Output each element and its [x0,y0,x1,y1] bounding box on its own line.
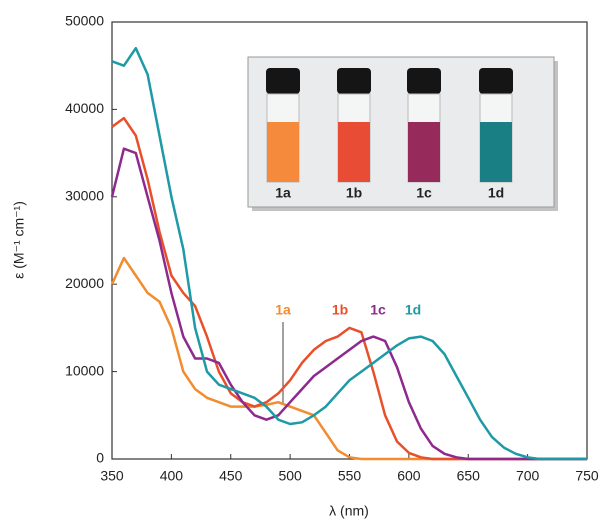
y-axis-label: ε (M⁻¹ cm⁻¹) [11,201,27,279]
y-tick-label: 0 [96,450,104,466]
x-tick-label: 700 [516,468,540,484]
vial-label: 1d [488,185,504,201]
vial-label: 1c [416,185,432,201]
x-tick-label: 650 [457,468,481,484]
vial [479,68,513,182]
inset-photo [248,57,558,211]
vial-label: 1b [346,185,362,201]
y-tick-label: 40000 [65,100,104,116]
series-label: 1c [370,302,386,318]
series-label: 1b [332,302,348,318]
x-axis-label: λ (nm) [329,503,369,519]
y-tick-label: 30000 [65,188,104,204]
series-label: 1d [405,302,421,318]
y-tick-label: 50000 [65,13,104,29]
vial-label: 1a [275,185,291,201]
vial [407,68,441,182]
x-tick-label: 750 [575,468,599,484]
x-tick-label: 550 [338,468,362,484]
vial [337,68,371,182]
series-label: 1a [275,302,291,318]
x-tick-label: 600 [397,468,421,484]
series-line [112,258,587,459]
chart: λ (nm) ε (M⁻¹ cm⁻¹) 0 10000 20000 30000 4000… [0,0,605,524]
x-tick-label: 500 [278,468,302,484]
y-tick-label: 20000 [65,275,104,291]
x-tick-label: 450 [219,468,243,484]
y-tick-label: 10000 [65,362,104,378]
vial [266,68,300,182]
x-tick-label: 350 [100,468,124,484]
x-tick-label: 400 [160,468,184,484]
